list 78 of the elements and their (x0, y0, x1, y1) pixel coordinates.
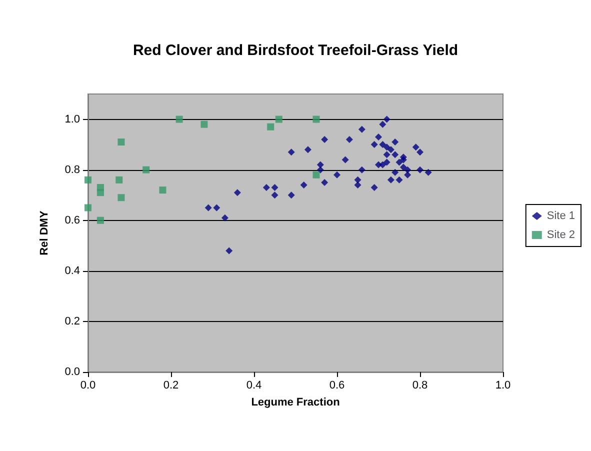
point (392, 151, 399, 158)
point (416, 148, 424, 156)
point (176, 116, 183, 123)
point (84, 176, 92, 184)
point (321, 136, 328, 143)
point (316, 166, 324, 174)
x-tick-label: 0.6 (329, 380, 345, 392)
point (354, 176, 362, 184)
point (312, 171, 320, 178)
point (334, 171, 340, 178)
x-axis-title: Legume Fraction (251, 396, 340, 408)
point (396, 176, 403, 184)
legend-label: Site 2 (546, 229, 576, 241)
point (416, 166, 424, 174)
point (275, 116, 282, 123)
y-axis-title: Rel DMY (38, 210, 50, 256)
point (354, 181, 362, 188)
point (267, 123, 274, 130)
point (383, 151, 390, 158)
point (118, 138, 125, 146)
point (271, 184, 278, 192)
point (262, 184, 270, 192)
y-tick-label: 0.0 (64, 366, 80, 378)
point (213, 204, 220, 212)
point (346, 136, 353, 143)
point (387, 146, 394, 154)
point (370, 184, 378, 192)
chart-title: Red Clover and Birdsfoot Treefoil-Grass Yield (132, 42, 458, 59)
point (226, 247, 233, 254)
point (221, 214, 228, 222)
point (142, 166, 150, 174)
point (358, 166, 366, 174)
point (321, 178, 328, 186)
point (379, 141, 386, 148)
point (200, 120, 208, 128)
point (383, 158, 390, 166)
x-tick-label: 0.0 (80, 380, 96, 392)
point (375, 133, 382, 140)
x-tick-label: 0.4 (246, 380, 262, 392)
point (370, 141, 378, 148)
point (379, 161, 386, 168)
point (312, 116, 320, 123)
point (404, 171, 412, 178)
y-tick-label: 0.2 (64, 315, 80, 328)
point (358, 126, 366, 133)
point (84, 204, 92, 212)
point (396, 158, 403, 166)
point (118, 194, 125, 202)
point (300, 181, 308, 188)
point (392, 168, 399, 176)
point (204, 204, 212, 212)
point (387, 176, 394, 184)
point (116, 176, 123, 184)
point (288, 192, 295, 199)
y-tick-label: 0.6 (64, 214, 80, 226)
x-tick-label: 0.8 (412, 380, 428, 392)
legend-label: Site 1 (546, 210, 576, 222)
point (424, 168, 432, 176)
x-tick-label: 1.0 (495, 380, 511, 392)
point (400, 164, 407, 171)
x-tick-label: 0.2 (163, 380, 179, 392)
y-tick-label: 1.0 (64, 113, 80, 126)
point (342, 156, 349, 164)
y-tick-label: 0.4 (64, 264, 80, 277)
point (234, 189, 241, 196)
point (400, 156, 407, 164)
point (379, 120, 386, 128)
point (392, 138, 399, 146)
point (96, 216, 104, 224)
y-tick-label: 0.8 (64, 164, 80, 176)
point (271, 192, 278, 199)
point (159, 186, 166, 194)
point (383, 144, 390, 151)
point (412, 144, 420, 151)
point (383, 116, 390, 123)
point (288, 148, 295, 156)
point (304, 146, 312, 154)
point (96, 189, 104, 196)
